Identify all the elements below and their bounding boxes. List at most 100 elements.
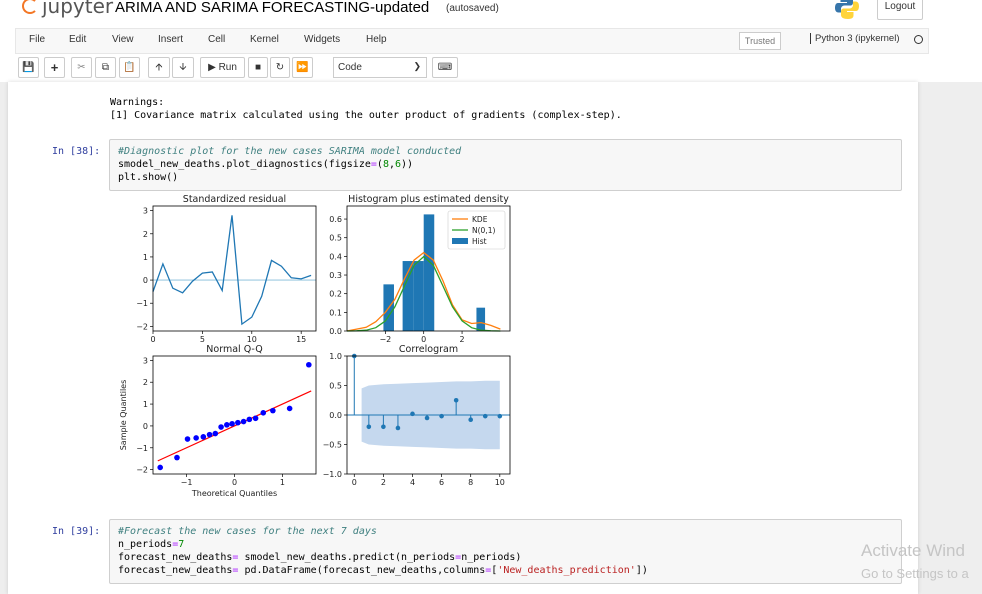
legend-label: N(0,1) [472, 226, 495, 235]
cell-39-editor[interactable]: #Forecast the new cases for the next 7 d… [109, 519, 902, 584]
code-token: n_periods [118, 539, 173, 550]
axes-frame [346, 205, 511, 332]
y-tick-label: −2 [136, 322, 148, 331]
y-tick-label: 0 [143, 422, 148, 431]
acf-marker [453, 397, 459, 403]
qq-point [306, 361, 312, 368]
menu-kernel[interactable]: Kernel [250, 34, 279, 45]
play-icon: ▶ [208, 62, 216, 73]
menu-edit[interactable]: Edit [69, 34, 87, 45]
code-token: pd.DataFrame(forecast_new_deaths,columns [238, 565, 486, 576]
y-tick-label: 0.0 [329, 411, 342, 420]
restart-icon: ↻ [275, 62, 285, 73]
x-tick-label: 10 [247, 335, 257, 344]
trusted-badge[interactable]: Trusted [739, 32, 781, 50]
code-token: smodel_new_deaths.predict(n_periods [238, 552, 456, 563]
residual-series-line [152, 215, 312, 326]
acf-marker [482, 413, 488, 419]
menu-insert[interactable]: Insert [158, 34, 184, 45]
copy-button[interactable]: ⧉ [95, 57, 116, 78]
insert-cell-button[interactable]: + [44, 57, 65, 78]
cut-button[interactable]: ✂ [71, 57, 92, 78]
arrow-down-icon: 🡫 [179, 62, 187, 73]
notebook-title[interactable]: ARIMA AND SARIMA FORECASTING-updated [115, 0, 430, 16]
restart-button[interactable]: ↻ [270, 57, 290, 78]
menu-view[interactable]: View [112, 34, 134, 45]
code-token: = [232, 565, 239, 576]
jupyter-logo[interactable]: jupyter [22, 0, 113, 18]
hist-bar [476, 307, 486, 331]
jupyter-logo-text: jupyter [42, 0, 114, 18]
code-token: forecast_new_deaths [118, 565, 233, 576]
notebook-container: Warnings: [1] Covariance matrix calculat… [8, 82, 918, 594]
y-tick-label: 2 [143, 378, 148, 387]
move-down-button[interactable]: 🡫 [172, 57, 194, 78]
y-tick-label: 0.5 [329, 234, 342, 243]
y-tick-label: 0.4 [329, 252, 342, 261]
move-up-button[interactable]: 🡩 [148, 57, 170, 78]
arrow-up-icon: 🡩 [155, 62, 163, 73]
panel-title: Correlogram [399, 344, 458, 355]
legend-swatch [452, 238, 468, 244]
acf-marker [439, 413, 444, 419]
y-tick-label: 1 [143, 253, 148, 262]
code-token: = [232, 552, 239, 563]
correlogram-panel: 0 2 4 6 8 10 −1.0 −0.5 0.0 0.5 1.0 Correlogram [323, 344, 511, 487]
code-token: 7 [178, 539, 185, 550]
save-button[interactable]: 💾 [18, 57, 39, 78]
paste-button[interactable]: 📋 [119, 57, 140, 78]
cell-type-value: Code [338, 62, 362, 73]
logout-button[interactable]: Logout [877, 0, 923, 20]
normal-qq-panel: −1 0 1 −2 −1 0 1 2 3 Normal Q-Q Theoretical Quanti… [119, 344, 317, 497]
legend-label: KDE [472, 215, 488, 224]
qq-point [246, 416, 253, 423]
y-tick-label: 0.0 [329, 327, 342, 336]
menu-widgets[interactable]: Widgets [304, 34, 341, 45]
code-line: smodel_new_deaths.plot_diagnostics(figsi… [118, 159, 413, 170]
code-token: 8 [382, 159, 389, 170]
qq-reference-line [157, 390, 312, 462]
qq-point [206, 431, 213, 438]
axes-frame [152, 355, 317, 475]
acf-marker [381, 424, 386, 430]
y-tick-label: 3 [143, 207, 148, 216]
code-token: )) [401, 159, 414, 170]
y-tick-label: 0.3 [329, 271, 342, 280]
qq-point [218, 424, 224, 430]
run-button[interactable]: ▶ Run [200, 57, 245, 78]
y-tick-label: 0.5 [329, 382, 342, 391]
cell-type-select[interactable]: Code ❯ [333, 57, 427, 78]
code-token: = [485, 565, 492, 576]
x-tick-label: 0 [421, 335, 426, 344]
interrupt-button[interactable]: ■ [248, 57, 268, 78]
qq-point [200, 434, 207, 440]
jupyter-logo-icon [22, 0, 38, 14]
code-token: smodel_new_deaths.plot_diagnostics(figsi… [118, 159, 371, 170]
menu-help[interactable]: Help [366, 34, 387, 45]
save-icon: 💾 [22, 62, 35, 73]
code-token: ]) [635, 565, 648, 576]
y-tick-label: 0.1 [329, 308, 342, 317]
cell-38-editor[interactable]: #Diagnostic plot for the new cases SARIM… [109, 139, 902, 191]
menubar: File Edit View Insert Cell Kernel Widget… [15, 28, 929, 54]
stop-icon: ■ [254, 62, 262, 73]
activate-windows-settings-link[interactable]: Go to Settings to a [861, 566, 969, 581]
code-token: 'New_deaths_prediction' [497, 565, 636, 576]
y-tick-label: −1 [136, 444, 148, 453]
acf-marker [497, 413, 503, 419]
x-tick-label: 10 [495, 478, 505, 487]
qq-point [252, 415, 259, 422]
hist-bar [413, 261, 424, 331]
menu-cell[interactable]: Cell [208, 34, 226, 45]
y-tick-label: 0.2 [329, 290, 342, 299]
qq-point [193, 435, 199, 441]
menu-file[interactable]: File [29, 34, 46, 45]
y-tick-label: 1.0 [329, 352, 342, 361]
restart-run-all-button[interactable]: ⏩ [292, 57, 313, 78]
command-palette-button[interactable]: ⌨ [432, 57, 458, 78]
qq-point [224, 422, 230, 428]
code-line: n_periods=7 [118, 539, 184, 550]
acf-marker [424, 415, 430, 421]
qq-point [174, 454, 180, 461]
